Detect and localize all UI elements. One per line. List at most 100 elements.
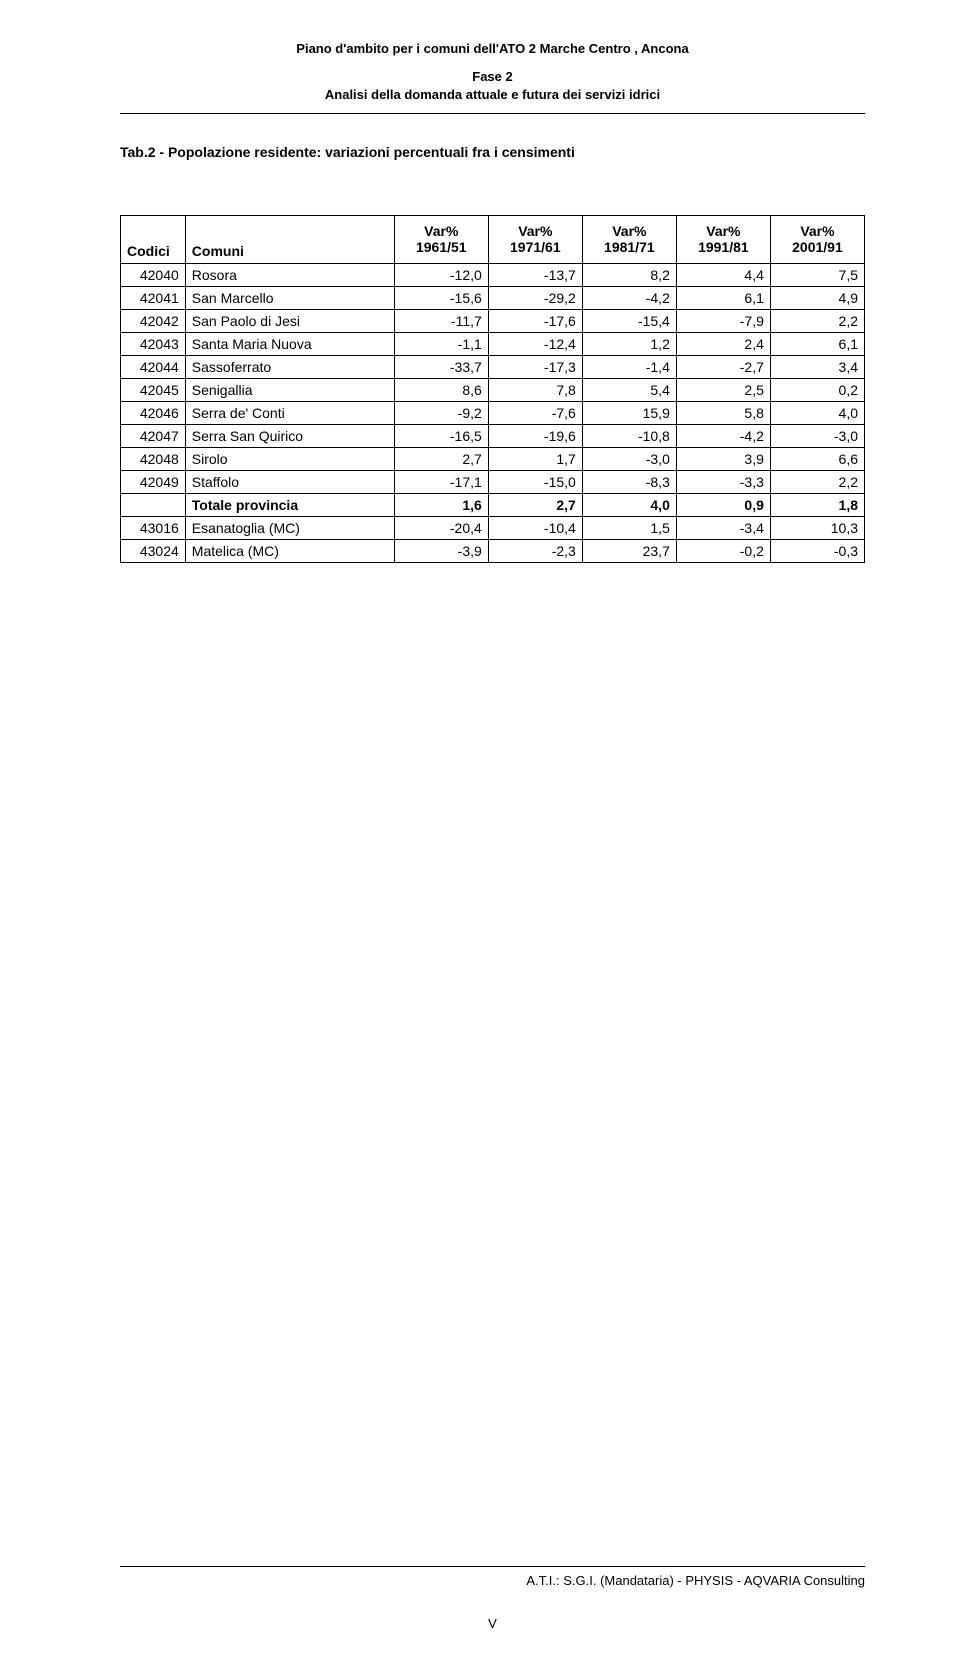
cell-codice: 42041 [121,286,186,309]
cell-value: 3,4 [770,355,864,378]
cell-value: 1,2 [582,332,676,355]
cell-value: -3,9 [394,539,488,562]
table-row: 43024Matelica (MC)-3,9-2,323,7-0,2-0,3 [121,539,865,562]
cell-value: -7,9 [676,309,770,332]
table-row: 42044Sassoferrato-33,7-17,3-1,4-2,73,4 [121,355,865,378]
cell-value: -17,6 [488,309,582,332]
table-row: 42041San Marcello-15,6-29,2-4,26,14,9 [121,286,865,309]
divider-bottom [120,1566,865,1567]
cell-comune: Esanatoglia (MC) [185,516,394,539]
cell-comune: Serra San Quirico [185,424,394,447]
cell-comune: Matelica (MC) [185,539,394,562]
cell-value: -3,3 [676,470,770,493]
cell-comune: Totale provincia [185,493,394,516]
table-row: 42046Serra de' Conti-9,2-7,615,95,84,0 [121,401,865,424]
cell-codice: 42047 [121,424,186,447]
table-row: 42042San Paolo di Jesi-11,7-17,6-15,4-7,… [121,309,865,332]
cell-value: 2,4 [676,332,770,355]
cell-value: 4,9 [770,286,864,309]
cell-value: -15,0 [488,470,582,493]
page-footer: A.T.I.: S.G.I. (Mandataria) - PHYSIS - A… [120,1566,865,1631]
col-codici: Codici [121,215,186,263]
cell-value: -4,2 [676,424,770,447]
cell-value: 8,6 [394,378,488,401]
table-row: 42043Santa Maria Nuova-1,1-12,41,22,46,1 [121,332,865,355]
cell-codice: 43016 [121,516,186,539]
cell-value: 5,4 [582,378,676,401]
header-phase: Fase 2 [120,68,865,86]
cell-value: 1,8 [770,493,864,516]
cell-value: 7,5 [770,263,864,286]
cell-codice: 42048 [121,447,186,470]
divider-top [120,113,865,114]
cell-value: -8,3 [582,470,676,493]
col-var-2001: Var% 2001/91 [770,215,864,263]
cell-comune: Santa Maria Nuova [185,332,394,355]
col-var-1991: Var% 1991/81 [676,215,770,263]
cell-codice: 42040 [121,263,186,286]
cell-comune: Sirolo [185,447,394,470]
cell-comune: Sassoferrato [185,355,394,378]
cell-value: -12,4 [488,332,582,355]
table-row: 42040Rosora-12,0-13,78,24,47,5 [121,263,865,286]
cell-value: 15,9 [582,401,676,424]
cell-value: 6,1 [770,332,864,355]
header-title: Piano d'ambito per i comuni dell'ATO 2 M… [120,40,865,58]
cell-value: -9,2 [394,401,488,424]
cell-value: -10,8 [582,424,676,447]
cell-value: -3,0 [770,424,864,447]
cell-value: 8,2 [582,263,676,286]
cell-value: 2,2 [770,470,864,493]
table-row: Totale provincia1,62,74,00,91,8 [121,493,865,516]
table-row: 43016Esanatoglia (MC)-20,4-10,41,5-3,410… [121,516,865,539]
cell-value: 2,7 [488,493,582,516]
cell-value: -1,4 [582,355,676,378]
cell-value: 10,3 [770,516,864,539]
cell-value: 0,9 [676,493,770,516]
cell-value: -0,2 [676,539,770,562]
cell-value: 4,4 [676,263,770,286]
col-var-1971: Var% 1971/61 [488,215,582,263]
cell-value: -3,0 [582,447,676,470]
cell-value: 6,1 [676,286,770,309]
cell-codice: 42044 [121,355,186,378]
cell-codice [121,493,186,516]
data-table: Codici Comuni Var% 1961/51 Var% 1971/61 … [120,215,865,563]
cell-value: 0,2 [770,378,864,401]
cell-value: 5,8 [676,401,770,424]
cell-value: -20,4 [394,516,488,539]
cell-value: 3,9 [676,447,770,470]
cell-codice: 42042 [121,309,186,332]
cell-value: 2,2 [770,309,864,332]
cell-codice: 42049 [121,470,186,493]
cell-codice: 42045 [121,378,186,401]
cell-comune: San Paolo di Jesi [185,309,394,332]
cell-value: 6,6 [770,447,864,470]
col-var-1961: Var% 1961/51 [394,215,488,263]
cell-value: -15,6 [394,286,488,309]
cell-value: -13,7 [488,263,582,286]
cell-value: 1,5 [582,516,676,539]
table-row: 42048Sirolo2,71,7-3,03,96,6 [121,447,865,470]
cell-value: -3,4 [676,516,770,539]
cell-value: -0,3 [770,539,864,562]
cell-value: -2,3 [488,539,582,562]
cell-value: 7,8 [488,378,582,401]
table-row: 42049Staffolo-17,1-15,0-8,3-3,32,2 [121,470,865,493]
cell-value: -17,1 [394,470,488,493]
col-var-1981: Var% 1981/71 [582,215,676,263]
cell-value: -16,5 [394,424,488,447]
cell-value: 2,5 [676,378,770,401]
cell-codice: 42046 [121,401,186,424]
cell-value: -2,7 [676,355,770,378]
page-container: Piano d'ambito per i comuni dell'ATO 2 M… [0,0,960,1671]
col-comuni: Comuni [185,215,394,263]
header-subtitle: Analisi della domanda attuale e futura d… [120,86,865,104]
cell-codice: 42043 [121,332,186,355]
cell-comune: San Marcello [185,286,394,309]
cell-value: -17,3 [488,355,582,378]
cell-value: 1,6 [394,493,488,516]
cell-value: 2,7 [394,447,488,470]
cell-value: -33,7 [394,355,488,378]
page-number: V [120,1616,865,1631]
